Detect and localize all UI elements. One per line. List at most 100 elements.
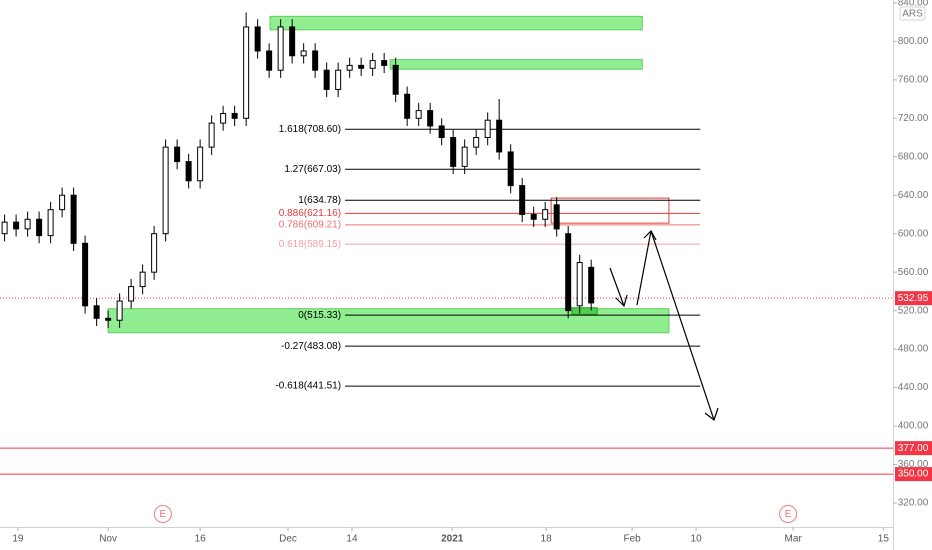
candle-body [553, 204, 560, 230]
x-tick-label: 14 [346, 534, 358, 545]
last-price-label: 532.95 [898, 293, 929, 304]
arrow [609, 267, 625, 307]
candle-body [404, 93, 411, 119]
candle-body [588, 266, 595, 304]
candle-body [335, 69, 342, 90]
candle-body [243, 26, 250, 119]
arrow-head [615, 294, 628, 308]
arrows [609, 230, 719, 421]
y-tick-label: 400.00 [898, 421, 929, 432]
fib-label: 1.618(708.60) [279, 124, 341, 135]
candle-body [369, 60, 376, 69]
candle-body [254, 26, 261, 52]
candle-body [128, 286, 135, 302]
candle-body [139, 271, 146, 288]
fib-label: 1.27(667.03) [284, 164, 341, 175]
candle-body [450, 137, 457, 167]
candle-body [427, 110, 434, 127]
candle-body [507, 151, 514, 187]
y-tick-label: 680.00 [898, 151, 929, 162]
y-tick-label: 800.00 [898, 36, 929, 47]
price-label-box [895, 441, 932, 456]
x-tick-label: 15 [878, 534, 890, 545]
x-tick-label: 2021 [441, 534, 464, 545]
candle-body [220, 112, 227, 124]
currency-label: ARS [902, 9, 923, 20]
y-tick-label: 480.00 [898, 344, 929, 355]
candle-body [300, 50, 307, 57]
candle-body [59, 194, 66, 211]
last-price-box [895, 291, 932, 306]
x-tick-label: 19 [12, 534, 24, 545]
candle-body [461, 146, 468, 167]
y-tick-label: 440.00 [898, 382, 929, 393]
y-tick-label: 320.00 [898, 498, 929, 509]
currency-box [899, 6, 926, 21]
candle-body [277, 26, 284, 71]
candle-body [70, 194, 77, 244]
arrow [650, 230, 715, 421]
candle-body [415, 110, 422, 119]
y-tick-label: 760.00 [898, 74, 929, 85]
fib-label: 0.786(609.21) [279, 219, 341, 230]
candle-body [36, 218, 43, 237]
candle-body [484, 119, 491, 139]
candle-body [105, 317, 112, 321]
candle-body [323, 69, 330, 90]
candle-body [473, 137, 480, 148]
candle-body [576, 262, 583, 307]
x-tick-label: Nov [99, 534, 117, 545]
price-label-box [895, 467, 932, 482]
candle-body [231, 112, 238, 119]
zone [389, 59, 643, 70]
zone [269, 15, 643, 31]
candle-body [266, 50, 273, 71]
candle-body [151, 233, 158, 273]
candle-body [185, 161, 192, 182]
y-tick-label: 600.00 [898, 228, 929, 239]
candle-body [197, 146, 204, 182]
candle-body [358, 64, 365, 69]
event-marker [153, 505, 172, 523]
price-label: 377.00 [898, 443, 929, 454]
arrow-head [704, 407, 719, 421]
fib-label: 0.618(589.15) [279, 239, 341, 250]
x-tick-label: 16 [195, 534, 207, 545]
candle-body [438, 125, 445, 139]
candle-body [1, 221, 8, 235]
candle-body [530, 213, 537, 220]
fib-label: 0(515.33) [298, 310, 341, 321]
event-label: E [160, 509, 167, 520]
y-tick-label: 720.00 [898, 113, 929, 124]
fib-label: 1(634.78) [298, 195, 341, 206]
candle-body [312, 50, 319, 71]
fib-label: 0.886(621.16) [279, 208, 341, 219]
x-tick-label: Mar [785, 534, 803, 545]
x-tick-label: Dec [279, 534, 297, 545]
y-tick-label: 520.00 [898, 305, 929, 316]
event-marker [779, 505, 798, 523]
y-tick-label: 640.00 [898, 190, 929, 201]
y-tick-label: 840.00 [898, 0, 929, 9]
y-tick-label: 560.00 [898, 267, 929, 278]
candle-body [13, 221, 20, 230]
fib-label: -0.618(441.51) [275, 381, 341, 392]
y-tick-label: 360.00 [898, 459, 929, 470]
event-label: E [785, 509, 792, 520]
zone [550, 197, 670, 224]
candle-body [47, 209, 54, 237]
x-tick-label: Feb [624, 534, 642, 545]
x-tick-label: 10 [691, 534, 703, 545]
candle-body [24, 218, 31, 230]
candle-body [162, 146, 169, 235]
candle-body [116, 300, 123, 321]
fib-label: -0.27(483.08) [281, 341, 341, 352]
arrow [636, 230, 652, 306]
candle-body [519, 185, 526, 215]
candle-body [346, 64, 353, 71]
candle-body [289, 26, 296, 57]
price-label: 350.00 [898, 469, 929, 480]
candle-body [392, 64, 399, 95]
